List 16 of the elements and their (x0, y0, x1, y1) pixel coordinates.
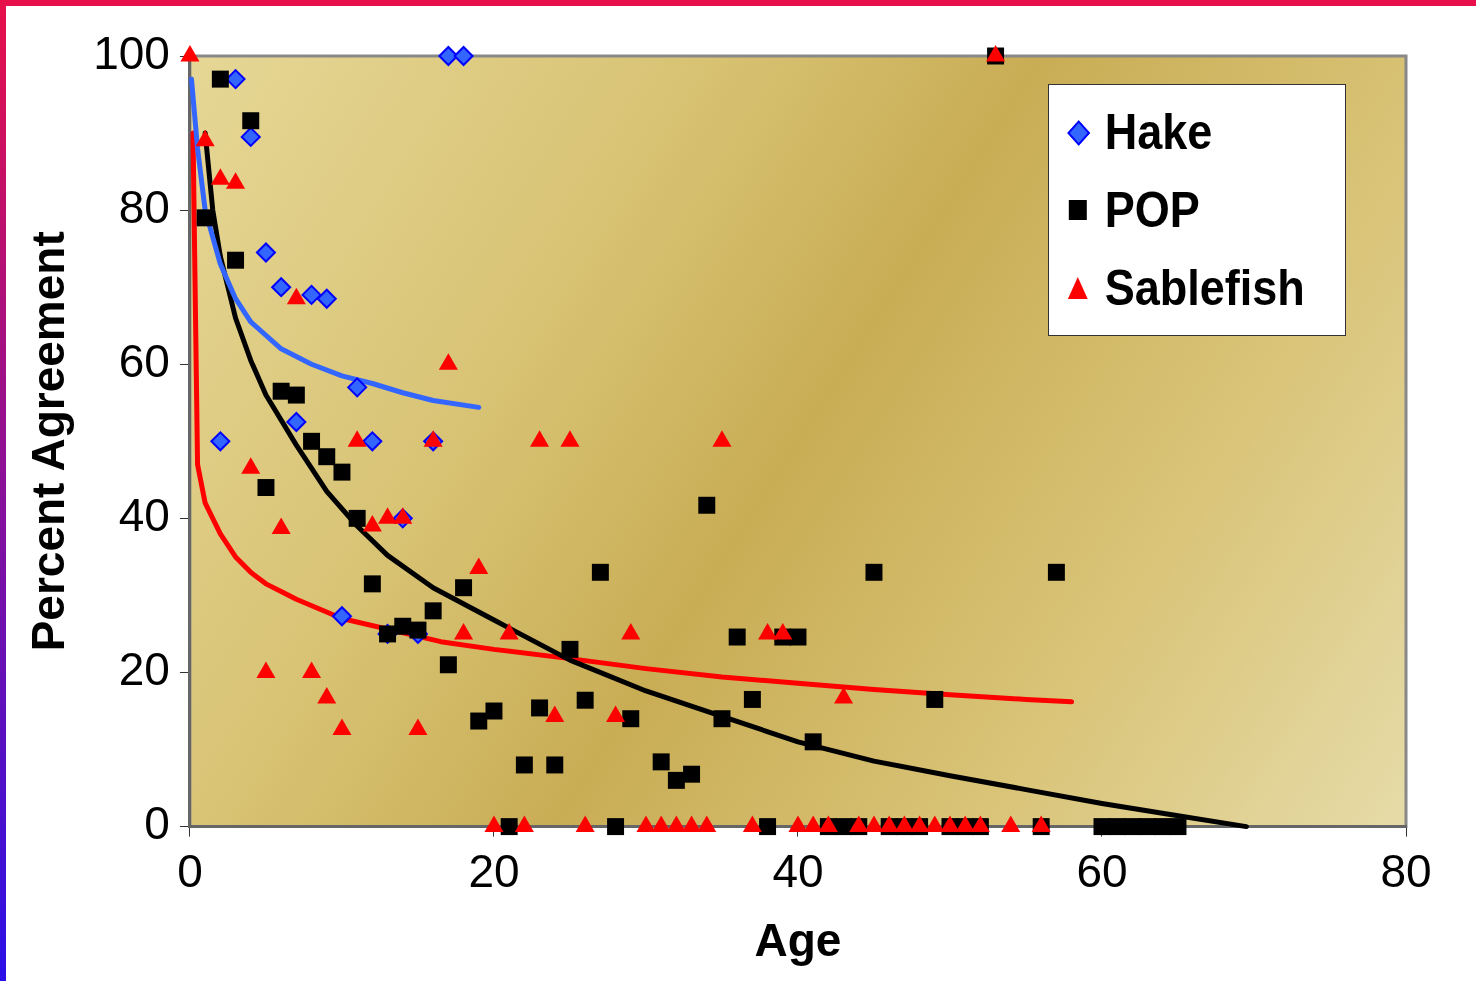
x-tick-label: 40 (772, 844, 824, 897)
y-tick-label: 40 (118, 489, 170, 542)
x-tick-label: 20 (468, 844, 520, 897)
y-tick-label: 20 (118, 643, 170, 696)
legend-label: Sablefish (1104, 259, 1305, 317)
x-tick-label: 80 (1380, 844, 1432, 897)
y-tick-label: 60 (118, 334, 170, 387)
y-tick-label: 0 (144, 797, 170, 850)
legend-label: POP (1104, 181, 1200, 239)
x-axis-title: Age (754, 914, 842, 967)
x-tick-label: 0 (177, 844, 203, 897)
y-axis-title: Percent Agreement (22, 231, 75, 652)
y-tick-label: 80 (118, 180, 170, 233)
legend-label: Hake (1104, 103, 1213, 161)
x-tick-label: 60 (1076, 844, 1128, 897)
y-tick-label: 100 (93, 26, 170, 79)
